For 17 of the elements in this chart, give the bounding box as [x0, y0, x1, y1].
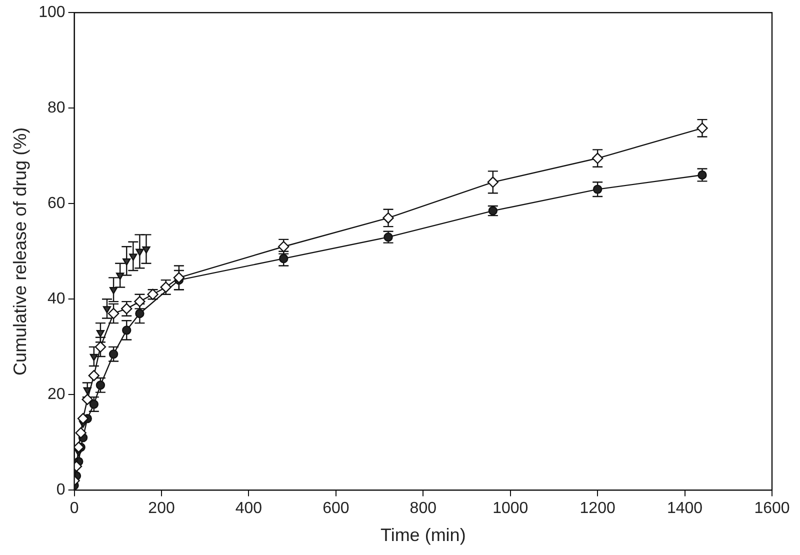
x-tick-label: 1600 — [754, 500, 790, 518]
x-tick-label: 600 — [322, 500, 350, 518]
x-tick-label: 200 — [148, 500, 175, 518]
x-tick-label: 1200 — [580, 500, 616, 518]
y-tick-label: 40 — [48, 290, 66, 308]
x-tick-label: 0 — [70, 500, 79, 518]
x-tick-label: 800 — [410, 500, 437, 518]
x-tick-label: 1000 — [492, 500, 528, 518]
y-tick-label: 80 — [48, 100, 66, 117]
y-tick-label: 0 — [56, 482, 66, 499]
y-tick-label: 100 — [38, 4, 66, 22]
x-tick-label: 400 — [235, 500, 262, 518]
x-tick-label: 1400 — [666, 500, 703, 518]
x-axis-title: Time (min) — [380, 525, 466, 546]
y-axis-title: Cumulative release of drug (%) — [10, 127, 30, 376]
y-tick-label: 20 — [48, 386, 66, 404]
y-tick-label: 60 — [48, 195, 66, 212]
